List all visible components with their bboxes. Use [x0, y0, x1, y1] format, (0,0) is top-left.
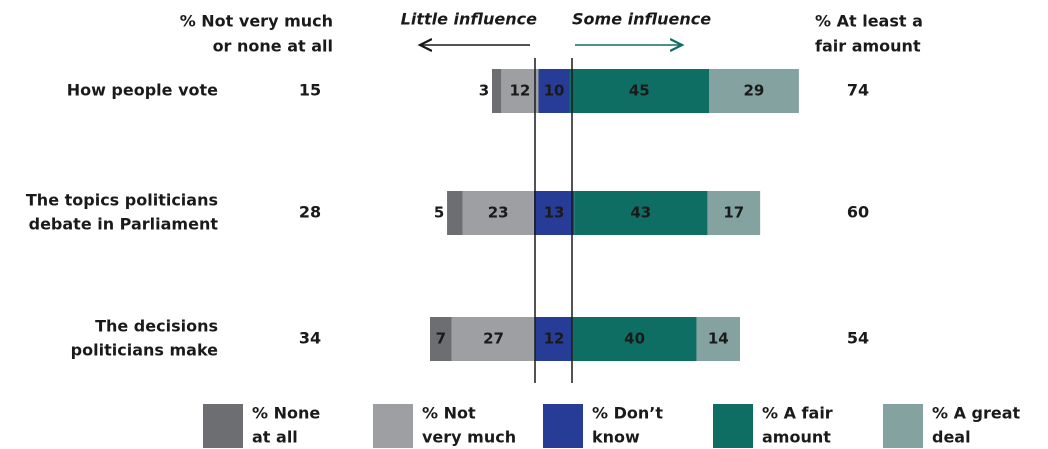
- bar-segment: [533, 191, 575, 235]
- bar-segment: [574, 191, 708, 235]
- data-label: 13: [544, 204, 565, 222]
- net-positive: 54: [847, 329, 869, 348]
- bar-segment: [462, 191, 534, 235]
- data-label: 14: [708, 330, 729, 348]
- bar-segment: [451, 317, 536, 361]
- net-negative: 34: [299, 329, 321, 348]
- category-label: politicians make: [71, 341, 218, 360]
- column-header: or none at all: [213, 37, 333, 56]
- bar-segment: [535, 317, 573, 361]
- data-label: 12: [509, 82, 530, 100]
- data-label: 10: [544, 82, 565, 100]
- data-label: 23: [488, 204, 509, 222]
- legend-swatch: [373, 404, 413, 448]
- bar-segment: [707, 191, 761, 235]
- category-label: How people vote: [67, 81, 218, 100]
- bar-segment: [696, 317, 740, 361]
- legend-swatch: [713, 404, 753, 448]
- bar-segment: [501, 69, 539, 113]
- legend-label: % A great: [932, 404, 1021, 423]
- data-label: 29: [744, 82, 765, 100]
- category-label: The decisions: [95, 317, 218, 336]
- negative-annotation: Little influence: [401, 10, 537, 29]
- net-positive: 60: [847, 203, 869, 222]
- bar-segment: [430, 317, 452, 361]
- data-label: 17: [723, 204, 744, 222]
- column-header: % Not very much: [180, 12, 333, 31]
- legend-label: % A fair: [762, 404, 833, 423]
- bar-segment: [709, 69, 799, 113]
- legend-label: very much: [422, 428, 516, 447]
- data-label: 40: [624, 330, 645, 348]
- data-label: 3: [479, 82, 489, 100]
- legend-label: % None: [252, 404, 320, 423]
- column-header: fair amount: [815, 37, 921, 56]
- bar-segment: [447, 191, 463, 235]
- data-label: 7: [436, 330, 446, 348]
- legend-swatch: [883, 404, 923, 448]
- net-negative: 15: [299, 81, 321, 100]
- legend-label: % Don’t: [592, 404, 663, 423]
- category-label: The topics politicians: [26, 191, 218, 210]
- net-negative: 28: [299, 203, 321, 222]
- legend-swatch: [203, 404, 243, 448]
- legend-label: deal: [932, 428, 971, 447]
- data-label: 43: [630, 204, 651, 222]
- column-header: % At least a: [815, 12, 923, 31]
- data-label: 12: [544, 330, 565, 348]
- bar-segment: [569, 69, 709, 113]
- legend-label: at all: [252, 428, 298, 447]
- legend-swatch: [543, 404, 583, 448]
- data-label: 5: [434, 204, 444, 222]
- bar-segment: [492, 69, 502, 113]
- data-label: 27: [483, 330, 504, 348]
- category-label: debate in Parliament: [29, 215, 219, 234]
- net-positive: 74: [847, 81, 869, 100]
- data-label: 45: [629, 82, 650, 100]
- bar-segment: [572, 317, 697, 361]
- legend-label: % Not: [422, 404, 476, 423]
- legend-label: amount: [762, 428, 831, 447]
- bar-segment: [538, 69, 570, 113]
- legend-label: know: [592, 428, 640, 447]
- positive-annotation: Some influence: [572, 10, 711, 29]
